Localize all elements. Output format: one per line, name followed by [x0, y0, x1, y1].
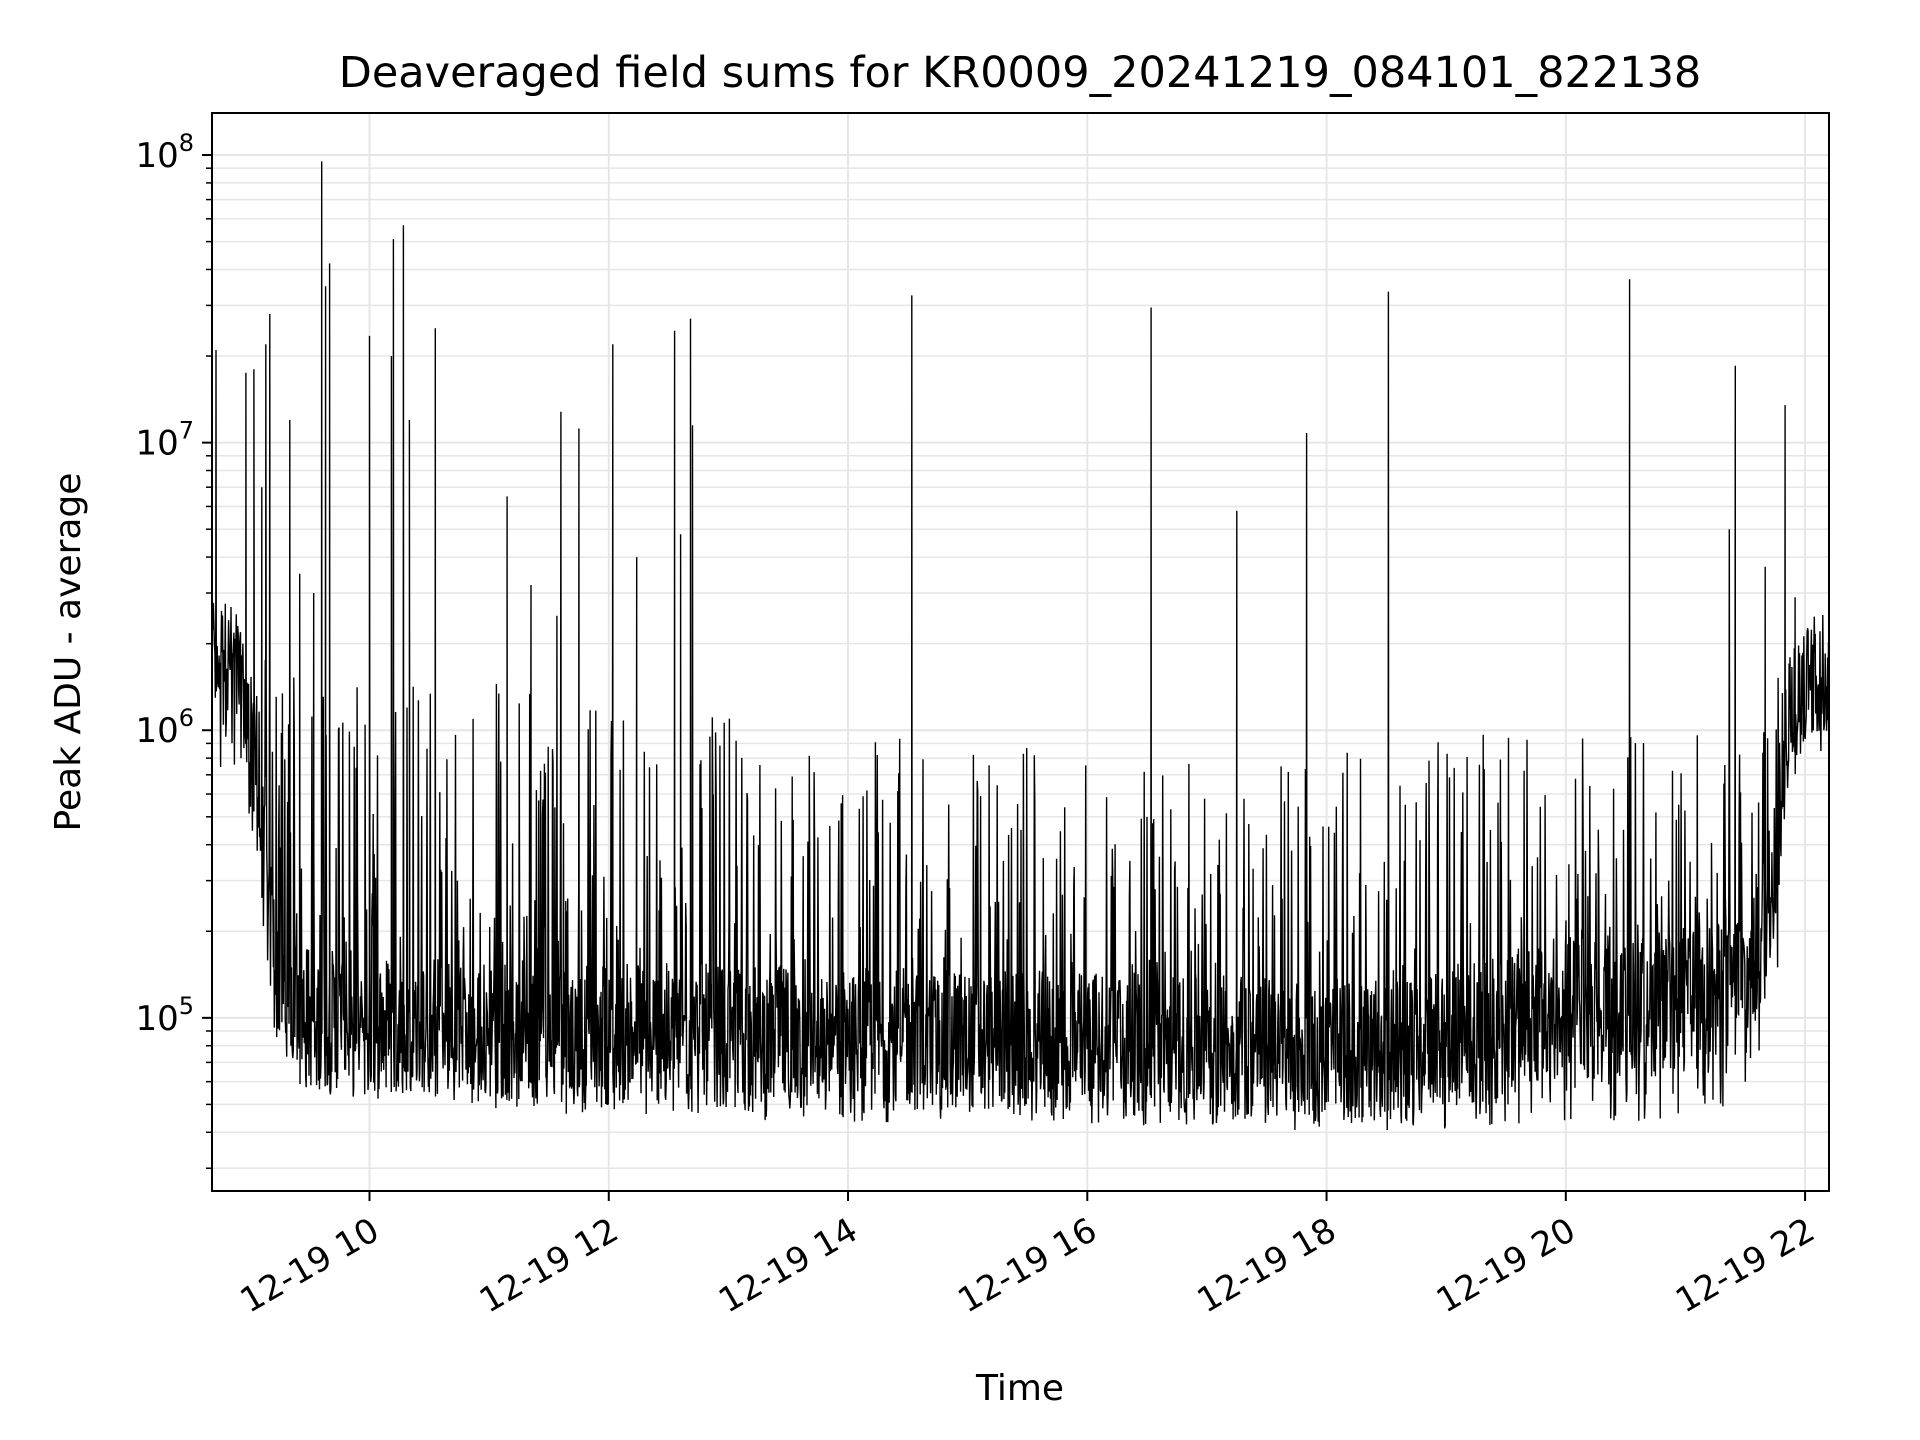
plot-frame [211, 112, 1830, 1192]
y-tick-label: 105 [135, 992, 194, 1039]
y-tick-label-exponent: 8 [179, 129, 194, 157]
series-layer [211, 161, 1830, 1131]
x-axis-label: Time [975, 1368, 1064, 1409]
y-tick-label-base: 10 [135, 999, 178, 1039]
y-tick-label-exponent: 6 [179, 704, 194, 732]
y-tick-label: 107 [135, 417, 194, 464]
y-tick-label-base: 10 [135, 711, 178, 751]
chart-title: Deaveraged field sums for KR0009_2024121… [339, 48, 1702, 98]
y-tick-label-exponent: 5 [179, 992, 194, 1020]
y-tick-label-base: 10 [135, 424, 178, 464]
y-tick-label-base: 10 [135, 136, 178, 176]
y-tick-label: 106 [135, 704, 194, 751]
y-axis-label: Peak ADU - average [48, 473, 89, 832]
series-line [211, 161, 1830, 1131]
y-tick-label: 108 [135, 129, 194, 176]
y-tick-label-exponent: 7 [179, 417, 194, 445]
